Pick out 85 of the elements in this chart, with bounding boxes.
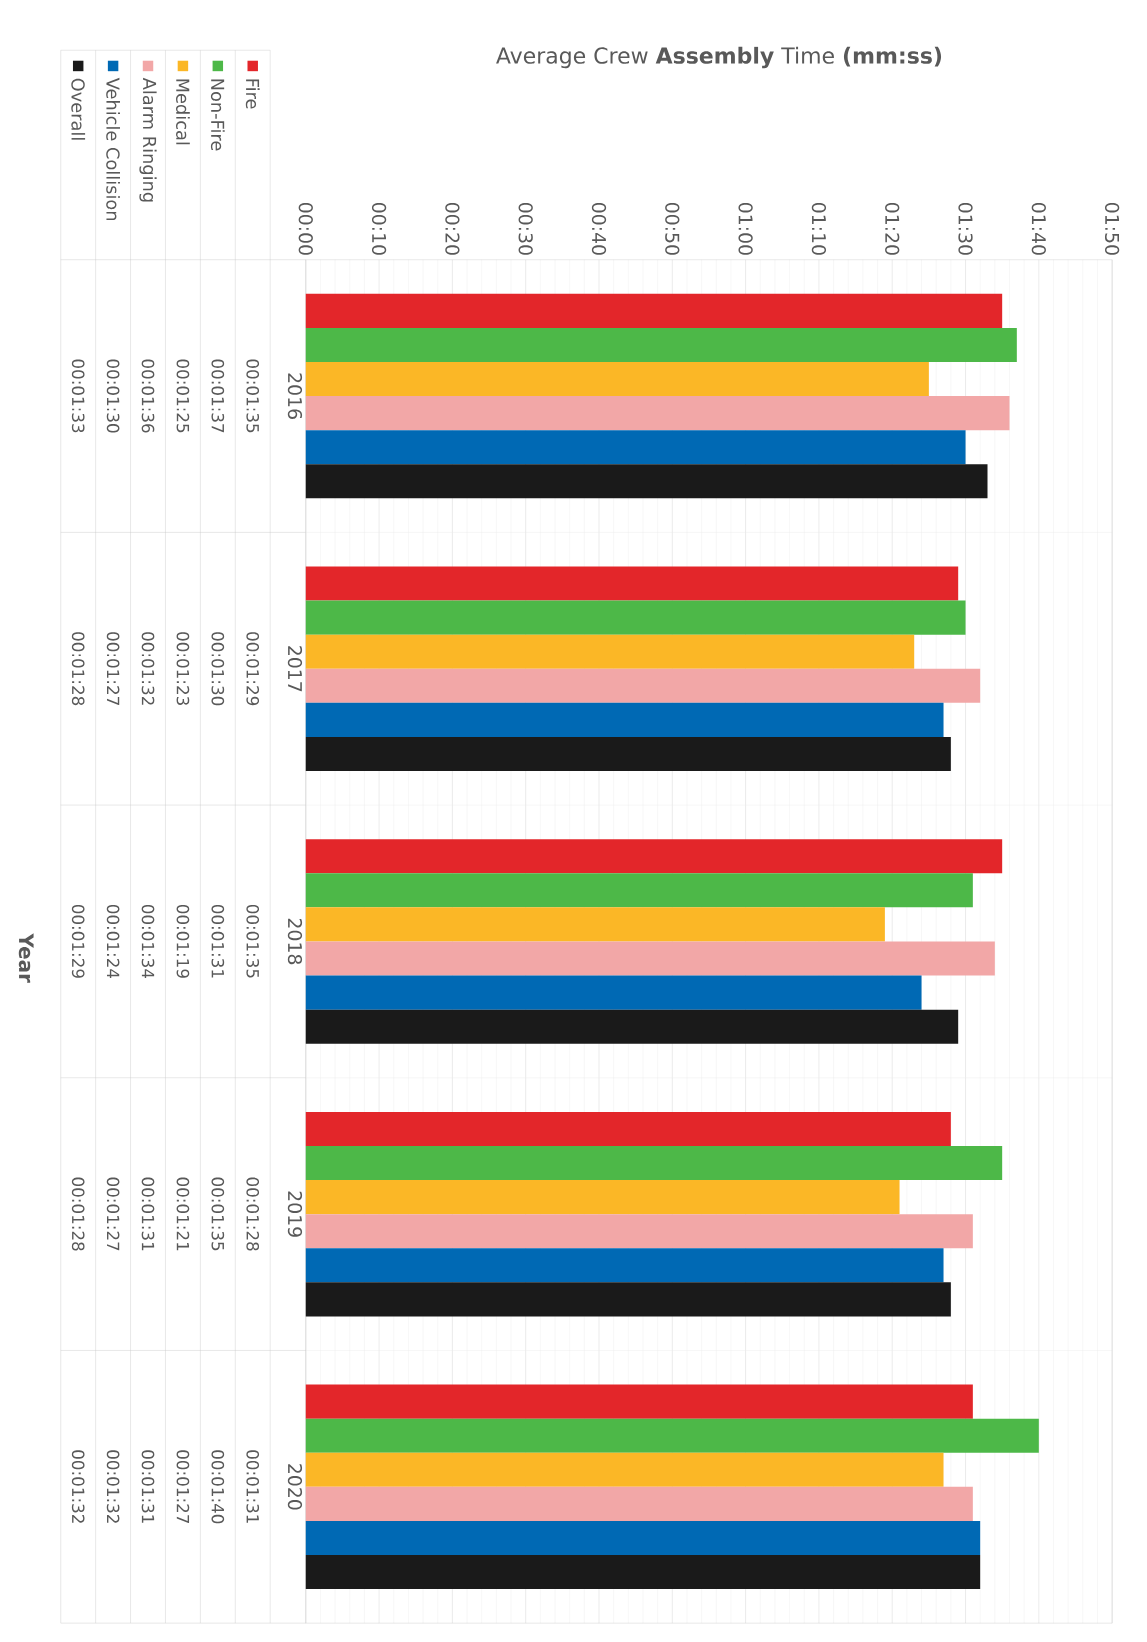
data-label: 00:01:27 (176, 1450, 190, 1523)
data-label: 00:01:30 (211, 632, 225, 706)
data-label: 00:01:30 (106, 359, 120, 433)
legend-label: Vehicle Collision (106, 77, 121, 221)
data-label: 00:01:28 (72, 632, 85, 706)
x-tick-label: 01:40 (1031, 202, 1047, 255)
chart-title: Average Crew Assembly Time (mm:ss) (496, 46, 942, 69)
x-tick-label: 01:20 (885, 202, 900, 255)
data-label: 00:01:35 (246, 359, 260, 433)
x-tick-label: 01:10 (811, 202, 827, 255)
data-label: 00:01:31 (246, 1450, 260, 1523)
y-tick-label: 2018 (287, 918, 303, 965)
bar (305, 396, 1010, 431)
bar (305, 668, 981, 703)
y-tick-label: 2019 (287, 1191, 303, 1237)
bar (305, 362, 930, 397)
data-label: 00:01:40 (211, 1450, 225, 1524)
bar (305, 566, 959, 601)
x-tick-label: 00:50 (665, 202, 680, 255)
bar (305, 1248, 944, 1283)
bar (305, 941, 995, 976)
data-label: 00:01:27 (106, 1177, 120, 1251)
bar (305, 839, 1003, 874)
data-label: 00:01:33 (72, 359, 85, 433)
data-label: 00:01:28 (246, 1177, 260, 1251)
bar (305, 293, 1003, 328)
bar (305, 1384, 974, 1419)
x-tick-label: 01:00 (738, 202, 753, 255)
bar (305, 1452, 944, 1487)
x-tick-label: 01:30 (958, 202, 973, 255)
data-label: 00:01:32 (106, 1450, 120, 1523)
x-tick-label: 00:30 (518, 202, 533, 255)
bar (305, 1009, 959, 1044)
y-tick-label: 2016 (287, 373, 303, 419)
bar (305, 736, 952, 772)
x-tick-label: 00:40 (592, 202, 607, 255)
bar (305, 327, 1017, 363)
data-label: 00:01:35 (211, 1177, 225, 1251)
data-label: 00:01:21 (176, 1177, 190, 1251)
x-tick-label: 01:50 (1105, 202, 1120, 255)
x-tick-label: 00:20 (445, 202, 460, 255)
data-label: 00:01:23 (176, 632, 190, 705)
bar (305, 907, 886, 942)
data-label: 00:01:27 (106, 632, 120, 705)
bar (305, 975, 922, 1010)
data-label: 00:01:24 (106, 904, 120, 979)
bar (305, 1145, 1003, 1181)
bar (305, 1111, 952, 1146)
data-label: 00:01:35 (246, 904, 260, 978)
data-label: 00:01:29 (246, 632, 260, 706)
y-tick-label: 2020 (287, 1464, 303, 1510)
legend-label: Medical (176, 79, 190, 145)
data-label: 00:01:31 (211, 904, 225, 978)
text: Year (18, 933, 34, 983)
data-label: 00:01:32 (72, 1450, 85, 1523)
bar (305, 873, 974, 908)
data-label: 00:01:37 (211, 359, 225, 433)
bar (305, 1214, 974, 1249)
bar (305, 600, 966, 635)
bar (305, 1418, 1039, 1453)
y-tick-label: 2017 (287, 646, 303, 692)
x-tick-label: 00:10 (372, 202, 387, 255)
data-label: 00:01:29 (72, 904, 85, 978)
data-label: 00:01:32 (141, 632, 155, 705)
data-label: 00:01:31 (141, 1177, 155, 1251)
data-label: 00:01:34 (141, 904, 155, 979)
legend-label: Overall (71, 78, 86, 140)
data-label: 00:01:28 (72, 1177, 85, 1251)
bar (305, 430, 966, 465)
bar (305, 1520, 981, 1555)
x-tick-label: 00:00 (298, 202, 314, 255)
data-label: 00:01:36 (141, 359, 155, 433)
data-label: 00:01:31 (141, 1450, 155, 1523)
data-label: 00:01:19 (176, 904, 190, 978)
legend-label: Non-Fire (211, 79, 225, 151)
data-label: 00:01:25 (176, 359, 190, 433)
bar (305, 464, 988, 499)
legend-label: Alarm Ringing (139, 77, 157, 202)
bar (305, 1554, 981, 1590)
bar (305, 1180, 900, 1215)
bar (305, 1486, 974, 1521)
bar (305, 634, 915, 669)
bar (305, 1282, 952, 1317)
bar (305, 702, 944, 737)
legend-label: Fire (245, 79, 260, 109)
